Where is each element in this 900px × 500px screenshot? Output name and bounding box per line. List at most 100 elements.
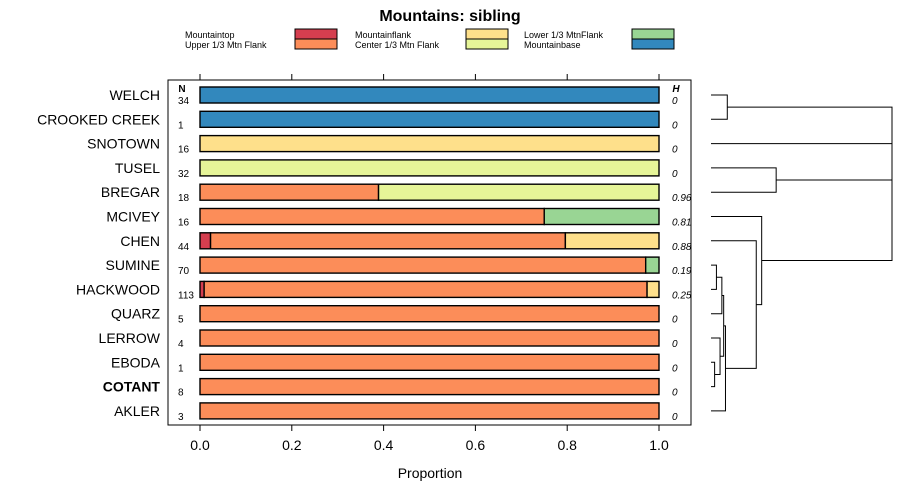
bar-segment-upper-1-3-mtn-flank (199, 305, 660, 323)
n-value: 32 (178, 169, 190, 180)
bar-row-snotown: SNOTOWN 16 0 (87, 134, 678, 156)
dendro-link-chen (711, 240, 757, 369)
h-value: 0.81 (672, 218, 691, 229)
n-value: 3 (178, 412, 184, 423)
h-value: 0 (672, 169, 678, 180)
bar-segment-upper-1-3-mtn-flank (199, 402, 660, 420)
dendro-link-root (727, 106, 893, 212)
h-value: 0 (672, 145, 678, 156)
n-value: 8 (178, 388, 184, 399)
n-value: 113 (178, 290, 194, 301)
x-axis: 0.0 0.2 0.4 0.6 0.8 1.0 (190, 74, 669, 453)
bar-segment-center-1-3-mtn-flank (199, 159, 660, 177)
dendro-link-eboda-cotant (711, 361, 716, 388)
category-label: EBODA (111, 354, 161, 370)
legend-label: Mountainbase (524, 40, 581, 50)
legend-swatch (294, 38, 338, 50)
n-value: 44 (178, 242, 190, 253)
bar-row-crooked-creek: CROOKED CREEK 1 0 (37, 110, 678, 131)
category-label: SUMINE (106, 257, 160, 273)
bar-segment-upper-1-3-mtn-flank (199, 377, 660, 396)
n-value: 34 (178, 96, 190, 107)
bar-segment-mountaintop (199, 232, 212, 250)
bar-segment-upper-1-3-mtn-flank (199, 207, 545, 226)
h-value: 0.25 (672, 290, 692, 301)
n-value: 70 (178, 266, 190, 277)
h-value: 0 (672, 388, 678, 399)
bar-segment-mountainflank (646, 280, 660, 299)
legend-label: Upper 1/3 Mtn Flank (185, 40, 267, 50)
h-value: 0 (672, 339, 678, 350)
category-label: AKLER (114, 403, 160, 419)
n-column-header: N (178, 84, 185, 95)
dendro-link-lower-root (761, 161, 893, 262)
chart-title: Mountains: sibling (379, 8, 520, 25)
category-label: BREGAR (101, 184, 160, 200)
dendro-link-welch-crooked-creek (711, 94, 728, 120)
legend-item-mountaintop: Mountaintop (185, 28, 338, 40)
bar-segment-mountainflank (564, 232, 660, 250)
h-value: 0 (672, 120, 678, 131)
category-label: CROOKED CREEK (37, 111, 161, 127)
category-label: LERROW (99, 330, 161, 346)
legend-swatch (465, 38, 509, 50)
bar-segment-upper-1-3-mtn-flank (199, 329, 660, 347)
legend-item-center-1-3-mtn-flank: Center 1/3 Mtn Flank (355, 38, 509, 50)
x-tick-label: 0.0 (190, 437, 210, 453)
dendro-link-tusel-bregar (711, 167, 777, 193)
n-value: 1 (178, 363, 184, 374)
bar-row-hackwood: HACKWOOD 113 0.25 (76, 280, 692, 301)
n-value: 18 (178, 193, 190, 204)
bar-row-akler: AKLER 3 0 (114, 402, 678, 423)
bar-segment-mountainflank (199, 134, 660, 153)
h-value: 0.19 (672, 266, 692, 277)
legend-item-mountainbase: Mountainbase (524, 38, 675, 50)
legend-label: Lower 1/3 MtnFlank (524, 30, 604, 40)
bar-row-chen: CHEN 44 0.88 (120, 232, 692, 253)
dendro-link-mcivey (711, 216, 763, 306)
bar-segment-mountainbase (199, 110, 660, 129)
n-value: 16 (178, 145, 190, 156)
bar-segment-upper-1-3-mtn-flank (203, 280, 648, 299)
x-tick-label: 0.8 (557, 437, 577, 453)
bar-segment-upper-1-3-mtn-flank (199, 183, 380, 201)
legend-swatch (294, 28, 338, 40)
bar-segment-upper-1-3-mtn-flank (199, 353, 660, 371)
legend-swatch (465, 28, 509, 40)
category-label: QUARZ (111, 306, 160, 322)
legend-item-upper-1-3-mtn-flank: Upper 1/3 Mtn Flank (185, 38, 338, 50)
dendro-link-sumine-hackwood (711, 264, 717, 290)
h-value: 0.96 (672, 193, 692, 204)
legend-label: Mountainflank (355, 30, 412, 40)
bar-segment-mountainbase (199, 86, 660, 104)
legend-swatch (631, 28, 675, 40)
x-axis-label: Proportion (398, 465, 463, 481)
category-label: WELCH (109, 87, 160, 103)
x-tick-label: 0.6 (466, 437, 486, 453)
plot-frame (167, 79, 692, 426)
legend-label: Center 1/3 Mtn Flank (355, 40, 440, 50)
bar-row-tusel: TUSEL 32 0 (115, 159, 678, 180)
bar-segment-upper-1-3-mtn-flank (199, 256, 647, 274)
legend-item-lower-1-3-mtnflank: Lower 1/3 MtnFlank (524, 28, 675, 40)
n-value: 16 (178, 218, 190, 229)
bar-row-mcivey: MCIVEY 16 0.81 (106, 207, 691, 229)
dendro-link-snotown (711, 143, 893, 181)
x-tick-label: 0.4 (374, 437, 394, 453)
bar-segment-lower-1-3-mtnflank (543, 207, 660, 226)
bar-segment-lower-1-3-mtnflank (644, 256, 660, 274)
legend-label: Mountaintop (185, 30, 235, 40)
legend-item-mountainflank: Mountainflank (355, 28, 509, 40)
h-value: 0 (672, 315, 678, 326)
bar-row-eboda: EBODA 1 0 (111, 353, 678, 374)
category-label: CHEN (120, 233, 160, 249)
bar-row-cotant: COTANT 8 0 (103, 377, 678, 399)
bar-row-sumine: SUMINE 70 0.19 (106, 256, 692, 277)
h-value: 0 (672, 363, 678, 374)
h-value: 0 (672, 412, 678, 423)
dendro-link-lerrow (711, 337, 721, 375)
bar-segment-center-1-3-mtn-flank (377, 183, 660, 201)
